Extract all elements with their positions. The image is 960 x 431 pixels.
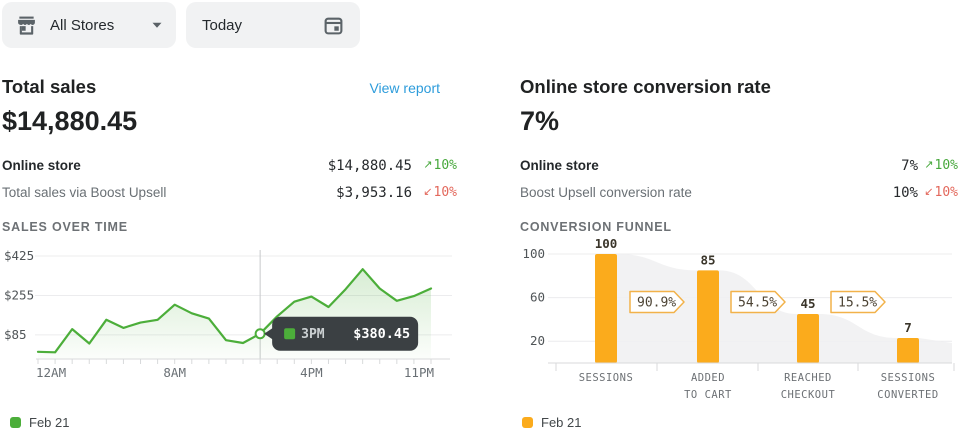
total-sales-value: $14,880.45 [2,106,138,136]
legend-swatch-orange [522,417,533,428]
metric-label: Boost Upsell conversion rate [520,185,692,200]
y-axis-label: 100 [522,246,545,261]
store-selector-button[interactable]: All Stores [2,2,176,48]
tooltip-value: $380.45 [353,326,410,342]
legend-swatch-green [10,417,21,428]
chevron-down-icon [152,22,162,29]
bar-value-label: 45 [800,296,815,311]
x-axis-label: 12AM [36,365,66,380]
trend-arrow-icon: ↙ [924,185,934,198]
calendar-icon [323,15,344,36]
total-sales-breakdown: Online store $14,880.45 ↗ 10% Total sale… [2,152,457,206]
step-percentage-badge [830,290,886,314]
category-label: ADDED [691,372,725,384]
y-axis-label: $255 [4,287,34,302]
metric-label: Online store [520,158,599,173]
trend-arrow-icon: ↙ [423,185,433,198]
sales-line-series[interactable] [36,268,433,354]
step-percentage-badge [730,290,786,314]
step-percentage-value: 54.5% [738,296,777,311]
legend-label: Feb 21 [541,415,582,430]
sales-chart-legend: Feb 21 [10,415,69,430]
metric-value: $3,953.16 [336,184,412,201]
metric-change: ↗ 10% [924,158,958,173]
sales-over-time-chart[interactable]: $425 $255 $85 12AM 8AM 4PM 11PM 3PM $380.45 [2,244,457,384]
conversion-funnel-heading: CONVERSION FUNNEL [520,220,672,234]
y-axis-label: 60 [530,290,545,305]
store-selector-label: All Stores [50,16,115,34]
total-sales-panel: Total sales View report $14,880.45 Onlin… [2,0,457,431]
category-label: REACHED [784,372,832,384]
date-range-button[interactable]: Today [186,2,360,48]
metric-value: 7% [901,157,918,174]
storefront-icon [16,15,37,36]
x-axis-label: 11PM [404,365,434,380]
metric-row: Online store $14,880.45 ↗ 10% [2,152,457,179]
category-label: CHECKOUT [781,389,836,401]
bar-value-label: 85 [700,252,715,267]
hover-point-marker [254,328,266,340]
metric-value: $14,880.45 [327,157,412,174]
conversion-rate-title: Online store conversion rate [520,76,771,97]
conversion-rate-value: 7% [520,106,560,136]
view-report-link[interactable]: View report [369,80,440,96]
legend-label: Feb 21 [29,415,70,430]
funnel-chart-svg: 100 60 20 100 85 45 7 90.9% 54.5% 15.5% SESSIONS AD… [522,236,955,401]
trend-arrow-icon: ↗ [924,158,934,171]
step-percentage-badge [629,290,685,314]
conversion-funnel-chart[interactable]: 100 60 20 100 85 45 7 90.9% 54.5% 15.5% SESSIONS AD… [520,236,956,404]
conversion-rate-panel: Online store conversion rate 7% Online s… [520,0,958,431]
metric-label: Total sales via Boost Upsell [2,185,167,200]
trend-arrow-icon: ↗ [423,158,433,171]
step-percentage-value: 90.9% [637,296,676,311]
metric-row: Online store 7% ↗ 10% [520,152,958,179]
funnel-bar[interactable] [897,338,919,363]
metric-row: Boost Upsell conversion rate 10% ↙ 10% [520,179,958,206]
funnel-bar[interactable] [697,270,719,363]
tooltip-series-swatch [284,328,296,340]
bar-value-label: 100 [595,236,618,251]
x-axis-label: 4PM [300,365,323,380]
sales-over-time-heading: SALES OVER TIME [2,220,128,234]
total-sales-title: Total sales [2,76,97,97]
y-axis-label: 20 [530,333,545,348]
metric-label: Online store [2,158,81,173]
category-label: SESSIONS [881,372,936,384]
conversion-breakdown: Online store 7% ↗ 10% Boost Upsell conve… [520,152,958,206]
category-label: SESSIONS [579,372,634,384]
sales-chart-svg: $425 $255 $85 12AM 8AM 4PM 11PM 3PM $380.45 [4,248,452,380]
funnel-bar[interactable] [797,313,819,363]
funnel-bar[interactable] [595,254,617,363]
metric-change: ↗ 10% [423,158,457,173]
metric-change: ↙ 10% [423,185,457,200]
step-percentage-value: 15.5% [838,296,877,311]
funnel-chart-legend: Feb 21 [522,415,581,430]
category-label: CONVERTED [877,389,938,401]
y-axis-label: $85 [4,327,27,342]
metric-change: ↙ 10% [924,185,958,200]
bar-value-label: 7 [904,320,912,335]
chart-tooltip: 3PM $380.45 [264,316,419,351]
y-axis-label: $425 [4,248,34,263]
tooltip-time: 3PM [301,327,325,342]
category-label: TO CART [684,389,732,401]
metric-value: 10% [892,184,918,201]
x-axis-label: 8AM [163,365,186,380]
metric-row: Total sales via Boost Upsell $3,953.16 ↙… [2,179,457,206]
date-range-label: Today [202,16,243,34]
